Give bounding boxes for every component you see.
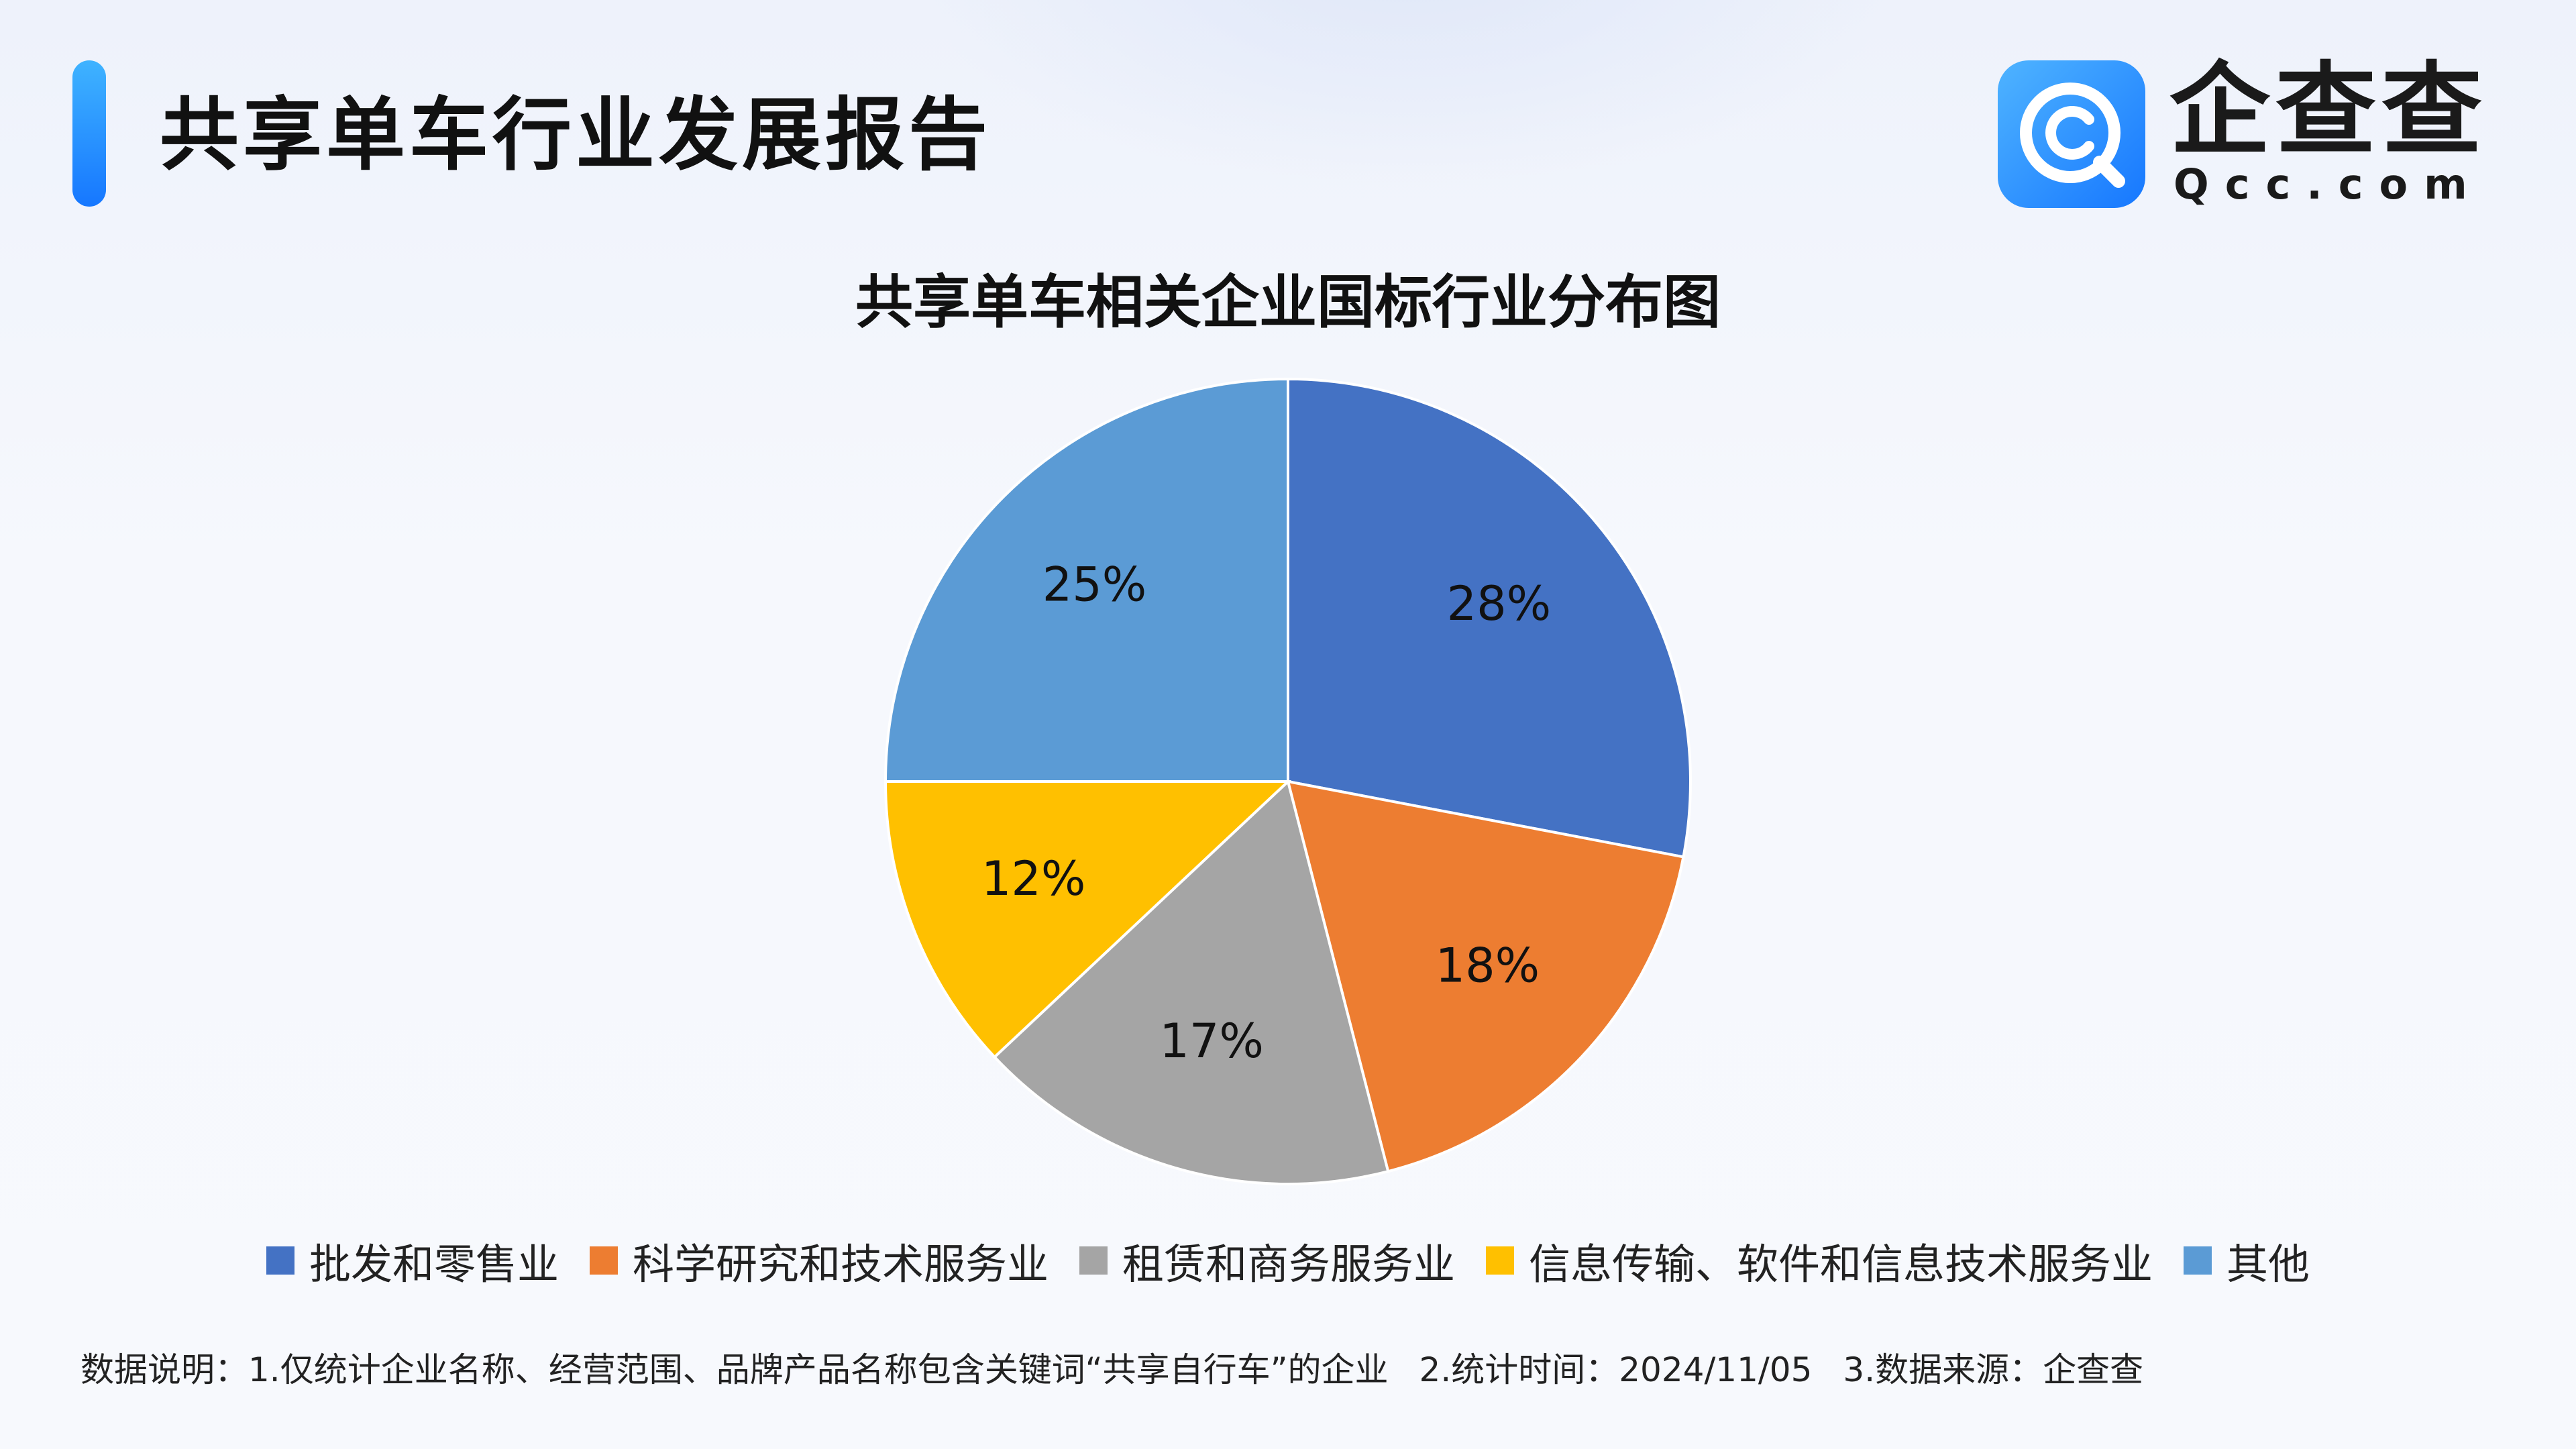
footnote-note-2: 2.统计时间：2024/11/05 (1419, 1350, 1813, 1389)
legend-label: 信息传输、软件和信息技术服务业 (1529, 1240, 2153, 1289)
slice-data-label: 28% (1447, 576, 1552, 631)
legend-item: 其他 (2184, 1230, 2310, 1291)
pie-slice (1286, 780, 1685, 1173)
slice-data-label: 17% (1159, 1014, 1264, 1069)
legend-label: 其他 (2226, 1240, 2310, 1289)
legend-swatch (2184, 1246, 2212, 1275)
slice-data-label: 18% (1436, 938, 1540, 993)
chart-legend: 批发和零售业 科学研究和技术服务业 租赁和商务服务业 信息传输、软件和信息技术服… (0, 1230, 2576, 1291)
legend-item: 租赁和商务服务业 (1079, 1230, 1455, 1291)
legend-label: 租赁和商务服务业 (1122, 1240, 1455, 1289)
pie-chart: 28% 18% 17% 12% 25% (883, 377, 1692, 1185)
qcc-logo-icon (1998, 60, 2145, 208)
slice-data-label: 12% (981, 851, 1086, 906)
legend-item: 信息传输、软件和信息技术服务业 (1486, 1230, 2153, 1291)
chart-title: 共享单车相关企业国标行业分布图 (855, 269, 1721, 336)
report-title: 共享单车行业发展报告 (160, 89, 992, 181)
qcc-logo: 企查查 Qcc.com (1998, 52, 2508, 209)
legend-swatch (1486, 1246, 1514, 1275)
pie-slice (883, 780, 1292, 1059)
slice-data-label: 25% (1042, 557, 1147, 612)
legend-swatch (589, 1246, 618, 1275)
legend-item: 科学研究和技术服务业 (589, 1230, 1049, 1291)
background-glow (906, 0, 1912, 188)
logo-subtext: Qcc.com (2174, 160, 2483, 209)
pie-slice (992, 779, 1390, 1185)
logo-text: 企查查 (2169, 52, 2488, 169)
legend-label: 科学研究和技术服务业 (632, 1240, 1049, 1289)
title-accent-bar (72, 60, 106, 207)
pie-slice (883, 377, 1289, 783)
legend-item: 批发和零售业 (266, 1230, 559, 1291)
legend-swatch (266, 1246, 294, 1275)
pie-slice (1287, 377, 1692, 859)
footnote-note-3: 3.数据来源：企查查 (1843, 1350, 2144, 1389)
legend-label: 批发和零售业 (309, 1240, 559, 1289)
legend-swatch (1079, 1246, 1108, 1275)
footnote-note-1: 数据说明：1.仅统计企业名称、经营范围、品牌产品名称包含关键词“共享自行车”的企… (80, 1350, 1389, 1389)
data-footnote: 数据说明：1.仅统计企业名称、经营范围、品牌产品名称包含关键词“共享自行车”的企… (80, 1343, 2174, 1391)
